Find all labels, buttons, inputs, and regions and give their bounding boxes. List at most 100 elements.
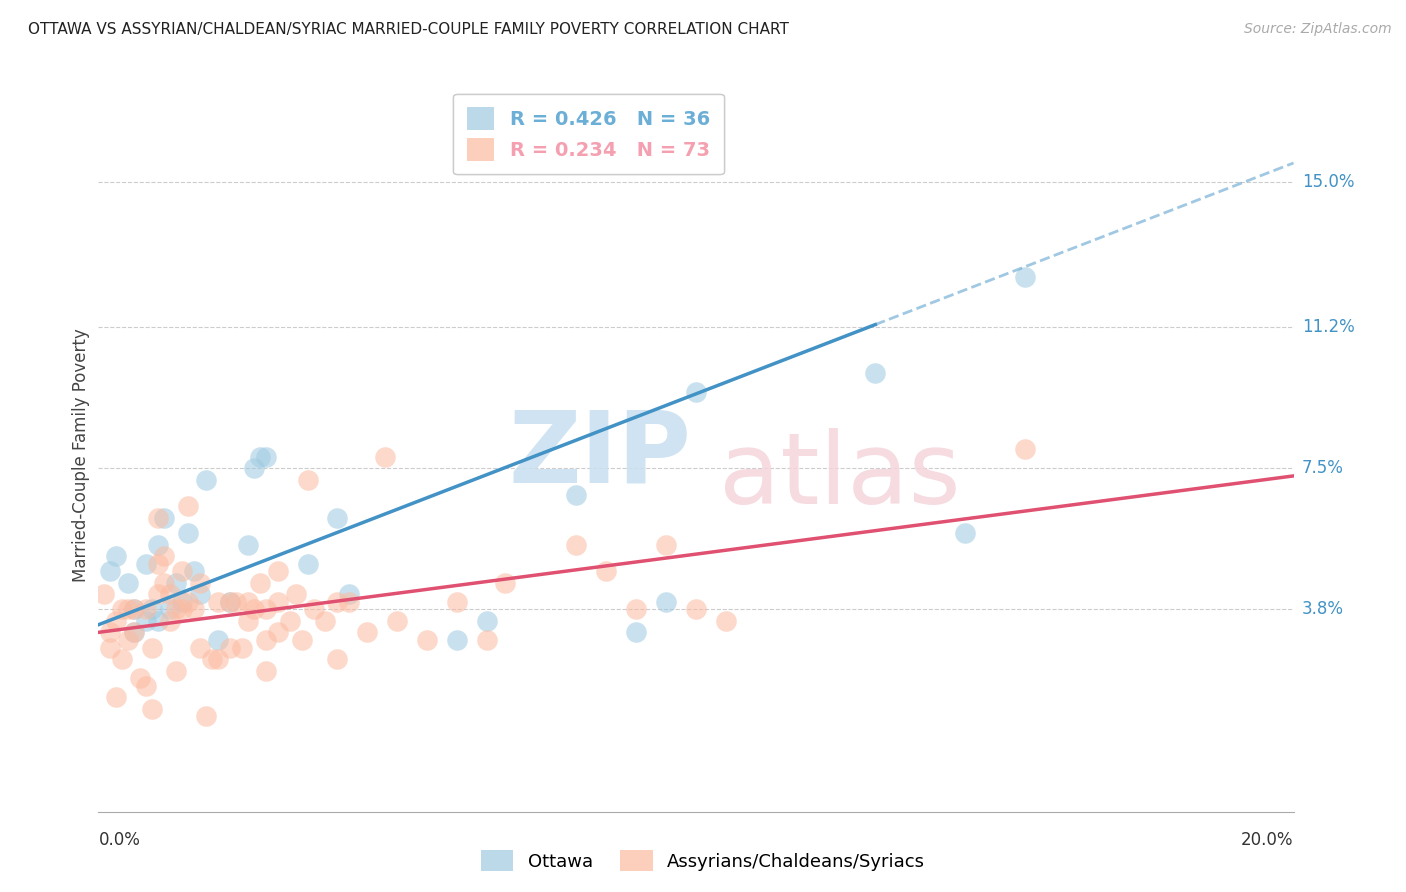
Text: 3.8%: 3.8% (1302, 600, 1344, 618)
Point (565, 538, 588, 552)
Point (655, 595, 678, 609)
Point (172, 595, 194, 609)
Point (249, 450, 271, 464)
Point (302, 602, 325, 616)
Point (278, 614, 301, 628)
Point (475, 614, 498, 628)
Point (98, 564, 122, 578)
Point (117, 602, 139, 616)
Point (297, 473, 319, 487)
Point (416, 632, 439, 647)
Point (153, 511, 176, 525)
Point (129, 671, 152, 685)
Text: Source: ZipAtlas.com: Source: ZipAtlas.com (1244, 22, 1392, 37)
Point (183, 564, 205, 578)
Point (159, 602, 181, 616)
Point (297, 557, 319, 571)
Point (165, 602, 187, 616)
Point (1014, 442, 1036, 457)
Point (207, 652, 229, 666)
Point (153, 575, 176, 590)
Point (188, 640, 211, 655)
Point (165, 664, 187, 678)
Point (111, 652, 134, 666)
Point (385, 614, 409, 628)
Point (177, 526, 200, 541)
Point (135, 614, 157, 628)
Point (135, 602, 157, 616)
Point (117, 575, 139, 590)
Point (219, 595, 242, 609)
Point (446, 595, 468, 609)
Point (254, 664, 277, 678)
Point (595, 564, 617, 578)
Point (339, 595, 360, 609)
Point (290, 632, 312, 647)
Point (194, 473, 218, 487)
Point (1014, 270, 1036, 285)
Point (124, 602, 146, 616)
Point (148, 538, 170, 552)
Point (655, 538, 678, 552)
Point (117, 632, 139, 647)
Point (326, 511, 349, 525)
Point (111, 602, 134, 616)
Text: 20.0%: 20.0% (1241, 830, 1294, 849)
Y-axis label: Married-Couple Family Poverty: Married-Couple Family Poverty (72, 328, 90, 582)
Legend: Ottawa, Assyrians/Chaldeans/Syriacs: Ottawa, Assyrians/Chaldeans/Syriacs (474, 843, 932, 879)
Point (172, 564, 194, 578)
Point (685, 384, 707, 399)
Point (98, 640, 122, 655)
Point (624, 625, 647, 640)
Point (124, 625, 146, 640)
Point (159, 587, 181, 601)
Point (225, 595, 247, 609)
Point (124, 625, 146, 640)
Point (494, 575, 516, 590)
Point (249, 575, 271, 590)
Point (339, 587, 360, 601)
Point (953, 526, 976, 541)
Text: ZIP: ZIP (509, 407, 692, 503)
Point (124, 602, 146, 616)
Point (194, 709, 218, 723)
Point (105, 690, 128, 705)
Point (267, 625, 290, 640)
Text: OTTAWA VS ASSYRIAN/CHALDEAN/SYRIAC MARRIED-COUPLE FAMILY POVERTY CORRELATION CHA: OTTAWA VS ASSYRIAN/CHALDEAN/SYRIAC MARRI… (28, 22, 789, 37)
Point (105, 614, 128, 628)
Point (374, 450, 396, 464)
Point (148, 557, 170, 571)
Point (865, 366, 887, 380)
Point (219, 595, 242, 609)
Point (177, 500, 200, 514)
Point (159, 614, 181, 628)
Point (183, 602, 205, 616)
Point (177, 595, 200, 609)
Point (98, 625, 122, 640)
Point (141, 701, 163, 715)
Point (565, 488, 588, 502)
Point (236, 538, 259, 552)
Point (356, 625, 378, 640)
Point (685, 602, 707, 616)
Text: 11.2%: 11.2% (1302, 318, 1354, 336)
Point (284, 587, 307, 601)
Point (148, 511, 170, 525)
Point (326, 652, 349, 666)
Point (254, 632, 277, 647)
Point (207, 632, 229, 647)
Point (243, 461, 266, 475)
Legend: R = 0.426   N = 36, R = 0.234   N = 73: R = 0.426 N = 36, R = 0.234 N = 73 (453, 94, 724, 175)
Point (254, 450, 277, 464)
Point (165, 575, 187, 590)
Point (135, 679, 157, 693)
Point (135, 557, 157, 571)
Text: 0.0%: 0.0% (98, 830, 141, 849)
Point (172, 602, 194, 616)
Point (236, 614, 259, 628)
Text: 7.5%: 7.5% (1302, 459, 1344, 477)
Point (93, 587, 115, 601)
Point (624, 602, 647, 616)
Point (254, 602, 277, 616)
Point (267, 595, 290, 609)
